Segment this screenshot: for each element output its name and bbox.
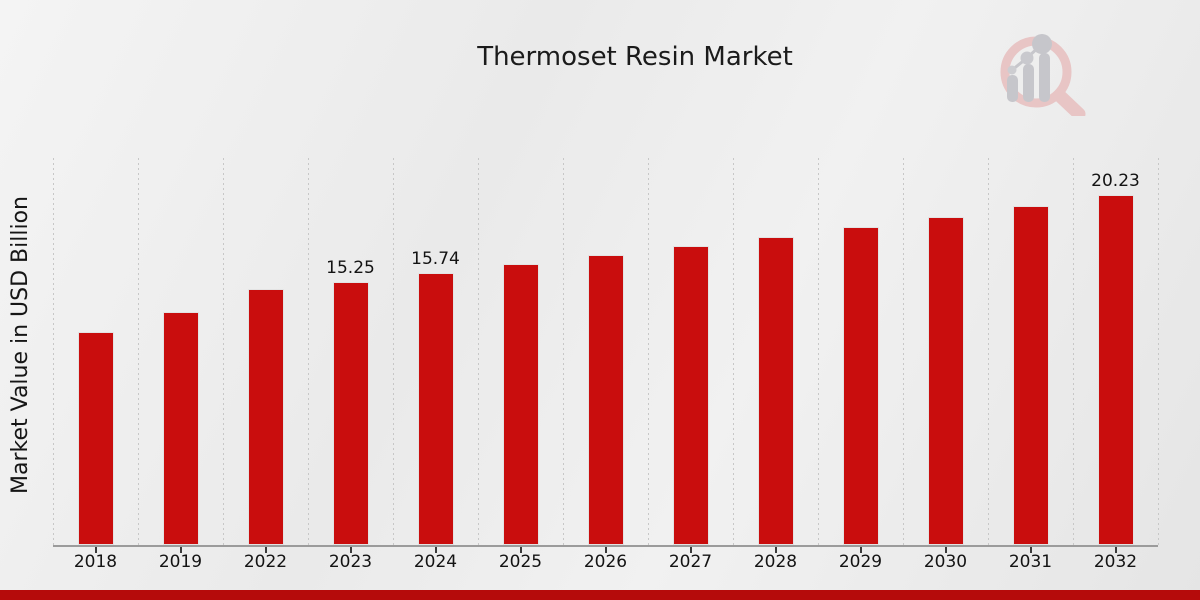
y-axis-label: Market Value in USD Billion	[8, 195, 33, 495]
gridline	[307, 158, 309, 545]
plot-area: 2018 2019 2022 15.25 2023 15.74 2024 2025 2026 20…	[52, 158, 1159, 572]
chart-title: Thermoset Resin Market	[477, 42, 793, 72]
x-axis-tick	[519, 547, 522, 553]
bar-value-label-2023: 15.25	[326, 257, 375, 278]
x-axis-label-2019: 2019	[158, 552, 203, 572]
x-axis-label-2024: 2024	[413, 552, 458, 572]
x-axis-tick	[1114, 547, 1117, 553]
bottom-accent-bar	[0, 590, 1200, 600]
gridline	[1072, 158, 1074, 545]
bar-2025	[502, 264, 539, 545]
gridline	[477, 158, 479, 545]
x-axis-label-2026: 2026	[583, 552, 628, 572]
x-axis-tick	[434, 547, 437, 553]
gridline	[902, 158, 904, 545]
bar-2023	[332, 281, 369, 545]
x-axis-line	[53, 545, 1158, 547]
x-axis-label-2030: 2030	[923, 552, 968, 572]
bar-value-label-2024: 15.74	[411, 249, 460, 270]
gridline	[137, 158, 139, 545]
bar-2022	[247, 289, 284, 545]
gridline	[647, 158, 649, 545]
x-axis-tick	[94, 547, 97, 553]
x-axis-tick	[264, 547, 267, 553]
x-axis-tick	[944, 547, 947, 553]
x-axis-tick	[1029, 547, 1032, 553]
x-axis-tick	[774, 547, 777, 553]
gridline	[392, 158, 394, 545]
gridline	[987, 158, 989, 545]
bar-2019	[162, 311, 199, 545]
x-axis-label-2023: 2023	[328, 552, 373, 572]
x-axis-label-2022: 2022	[243, 552, 288, 572]
bar-2018	[77, 331, 114, 545]
gridline	[562, 158, 564, 545]
bar-2027	[672, 246, 709, 545]
x-axis-tick	[349, 547, 352, 553]
x-axis-label-2031: 2031	[1008, 552, 1053, 572]
bar-value-label-2032: 20.23	[1091, 171, 1140, 192]
x-axis-tick	[859, 547, 862, 553]
bar-2032	[1097, 195, 1134, 545]
bar-2030	[927, 216, 964, 545]
x-axis-label-2029: 2029	[838, 552, 883, 572]
bar-2028	[757, 236, 794, 545]
x-axis-label-2018: 2018	[73, 552, 118, 572]
x-axis-label-2025: 2025	[498, 552, 543, 572]
bar-2024	[417, 273, 454, 545]
bar-2029	[842, 226, 879, 545]
gridline	[1157, 158, 1159, 545]
x-axis-tick	[179, 547, 182, 553]
x-axis-label-2027: 2027	[668, 552, 713, 572]
x-axis-label-2028: 2028	[753, 552, 798, 572]
bar-2026	[587, 255, 624, 545]
x-axis-tick	[689, 547, 692, 553]
gridline	[222, 158, 224, 545]
magnifier-bar-chart-logo-icon	[992, 24, 1088, 121]
x-axis-tick	[604, 547, 607, 553]
bar-2031	[1012, 206, 1049, 545]
gridline	[52, 158, 54, 545]
gridline	[732, 158, 734, 545]
x-axis-label-2032: 2032	[1093, 552, 1138, 572]
gridline	[817, 158, 819, 545]
